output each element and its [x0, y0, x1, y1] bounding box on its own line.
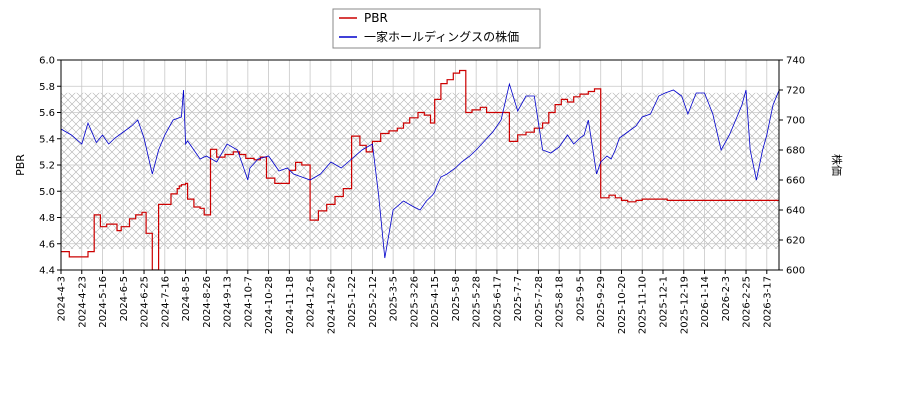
x-tick-label: 2024-6-25: [140, 276, 151, 328]
y-right-tick-label: 680: [786, 146, 805, 157]
x-tick-label: 2025-1-22: [347, 276, 358, 328]
y-right-tick-label: 720: [786, 86, 805, 97]
legend-price-label: 一家ホールディングスの株価: [364, 29, 519, 44]
legend-box: [332, 8, 541, 49]
hatched-band: [61, 92, 779, 249]
series-line-pbr: [61, 69, 779, 270]
legend-pbr-label: PBR: [364, 11, 388, 25]
y-left-label: PBR: [14, 154, 27, 176]
x-tick-label: 2025-12-1: [659, 276, 670, 328]
y-left-tick-label: 5.0: [39, 187, 55, 198]
y-left-tick-label: 4.4: [39, 266, 55, 277]
y-left-tick-label: 5.4: [39, 134, 55, 145]
y-axis-right: 600 620 640 660 680 700 720 740: [779, 56, 805, 277]
y-left-tick-label: 6.0: [39, 56, 55, 67]
x-tick-label: 2024-10-7: [243, 276, 254, 328]
x-tick-label: 2025-12-19: [679, 276, 690, 334]
x-tick-label: 2025-6-17: [492, 276, 503, 328]
x-tick-label: 2026-2-25: [742, 276, 753, 328]
x-tick-label: 2024-12-26: [326, 276, 337, 334]
x-tick-label: 2024-12-6: [306, 276, 317, 328]
y-left-tick-label: 5.8: [39, 82, 55, 93]
x-tick-label: 2025-7-7: [513, 276, 524, 321]
x-tick-label: 2024-5-16: [98, 276, 109, 328]
y-left-tick-label: 5.2: [39, 161, 55, 172]
y-right-tick-label: 700: [786, 116, 805, 127]
x-tick-label: 2024-9-13: [223, 276, 234, 328]
x-tick-label: 2024-6-5: [119, 276, 130, 321]
y-right-tick-label: 740: [786, 56, 805, 67]
x-tick-label: 2025-4-15: [430, 276, 441, 328]
x-tick-label: 2024-11-18: [285, 276, 296, 334]
legend: PBR 一家ホールディングスの株価: [332, 8, 541, 49]
x-tick-label: 2026-2-3: [721, 276, 732, 321]
x-tick-label: 2024-8-26: [202, 276, 213, 328]
y-left-tick-label: 4.8: [39, 213, 55, 224]
x-tick-label: 2025-5-8: [451, 276, 462, 321]
x-tick-label: 2025-10-20: [617, 276, 628, 334]
x-tick-label: 2025-11-10: [638, 276, 649, 334]
x-tick-label: 2024-8-5: [181, 276, 192, 321]
x-tick-label: 2024-7-16: [160, 276, 171, 328]
x-tick-label: 2025-9-29: [596, 276, 607, 328]
series-group: [61, 69, 779, 270]
x-axis: 2024-4-3 2024-4-23 2024-5-16 2024-6-5 2024-6…: [57, 270, 773, 334]
y-right-tick-label: 660: [786, 176, 805, 187]
x-tick-label: 2026-1-14: [700, 276, 711, 328]
x-tick-label: 2025-3-26: [409, 276, 420, 328]
y-right-tick-label: 620: [786, 236, 805, 247]
x-tick-label: 2025-9-5: [575, 276, 586, 321]
y-axis-left: 4.4 4.6 4.8 5.0 5.2 5.4 5.6 5.8 6.0: [39, 56, 61, 277]
y-right-tick-label: 600: [786, 266, 805, 277]
series-line-price: [61, 82, 779, 259]
x-tick-label: 2024-10-28: [264, 276, 275, 334]
x-tick-label: 2025-8-18: [555, 276, 566, 328]
x-tick-label: 2026-3-17: [762, 276, 773, 328]
y-right-label: 株価: [830, 154, 844, 176]
x-tick-label: 2025-5-28: [472, 276, 483, 328]
y-left-tick-label: 4.6: [39, 239, 55, 250]
x-tick-label: 2025-2-12: [368, 276, 379, 328]
x-tick-label: 2024-4-23: [77, 276, 88, 328]
y-right-tick-label: 640: [786, 206, 805, 217]
y-left-tick-label: 5.6: [39, 108, 55, 119]
x-tick-label: 2025-3-5: [389, 276, 400, 321]
x-tick-label: 2025-7-28: [534, 276, 545, 328]
x-tick-label: 2024-4-3: [57, 276, 68, 321]
